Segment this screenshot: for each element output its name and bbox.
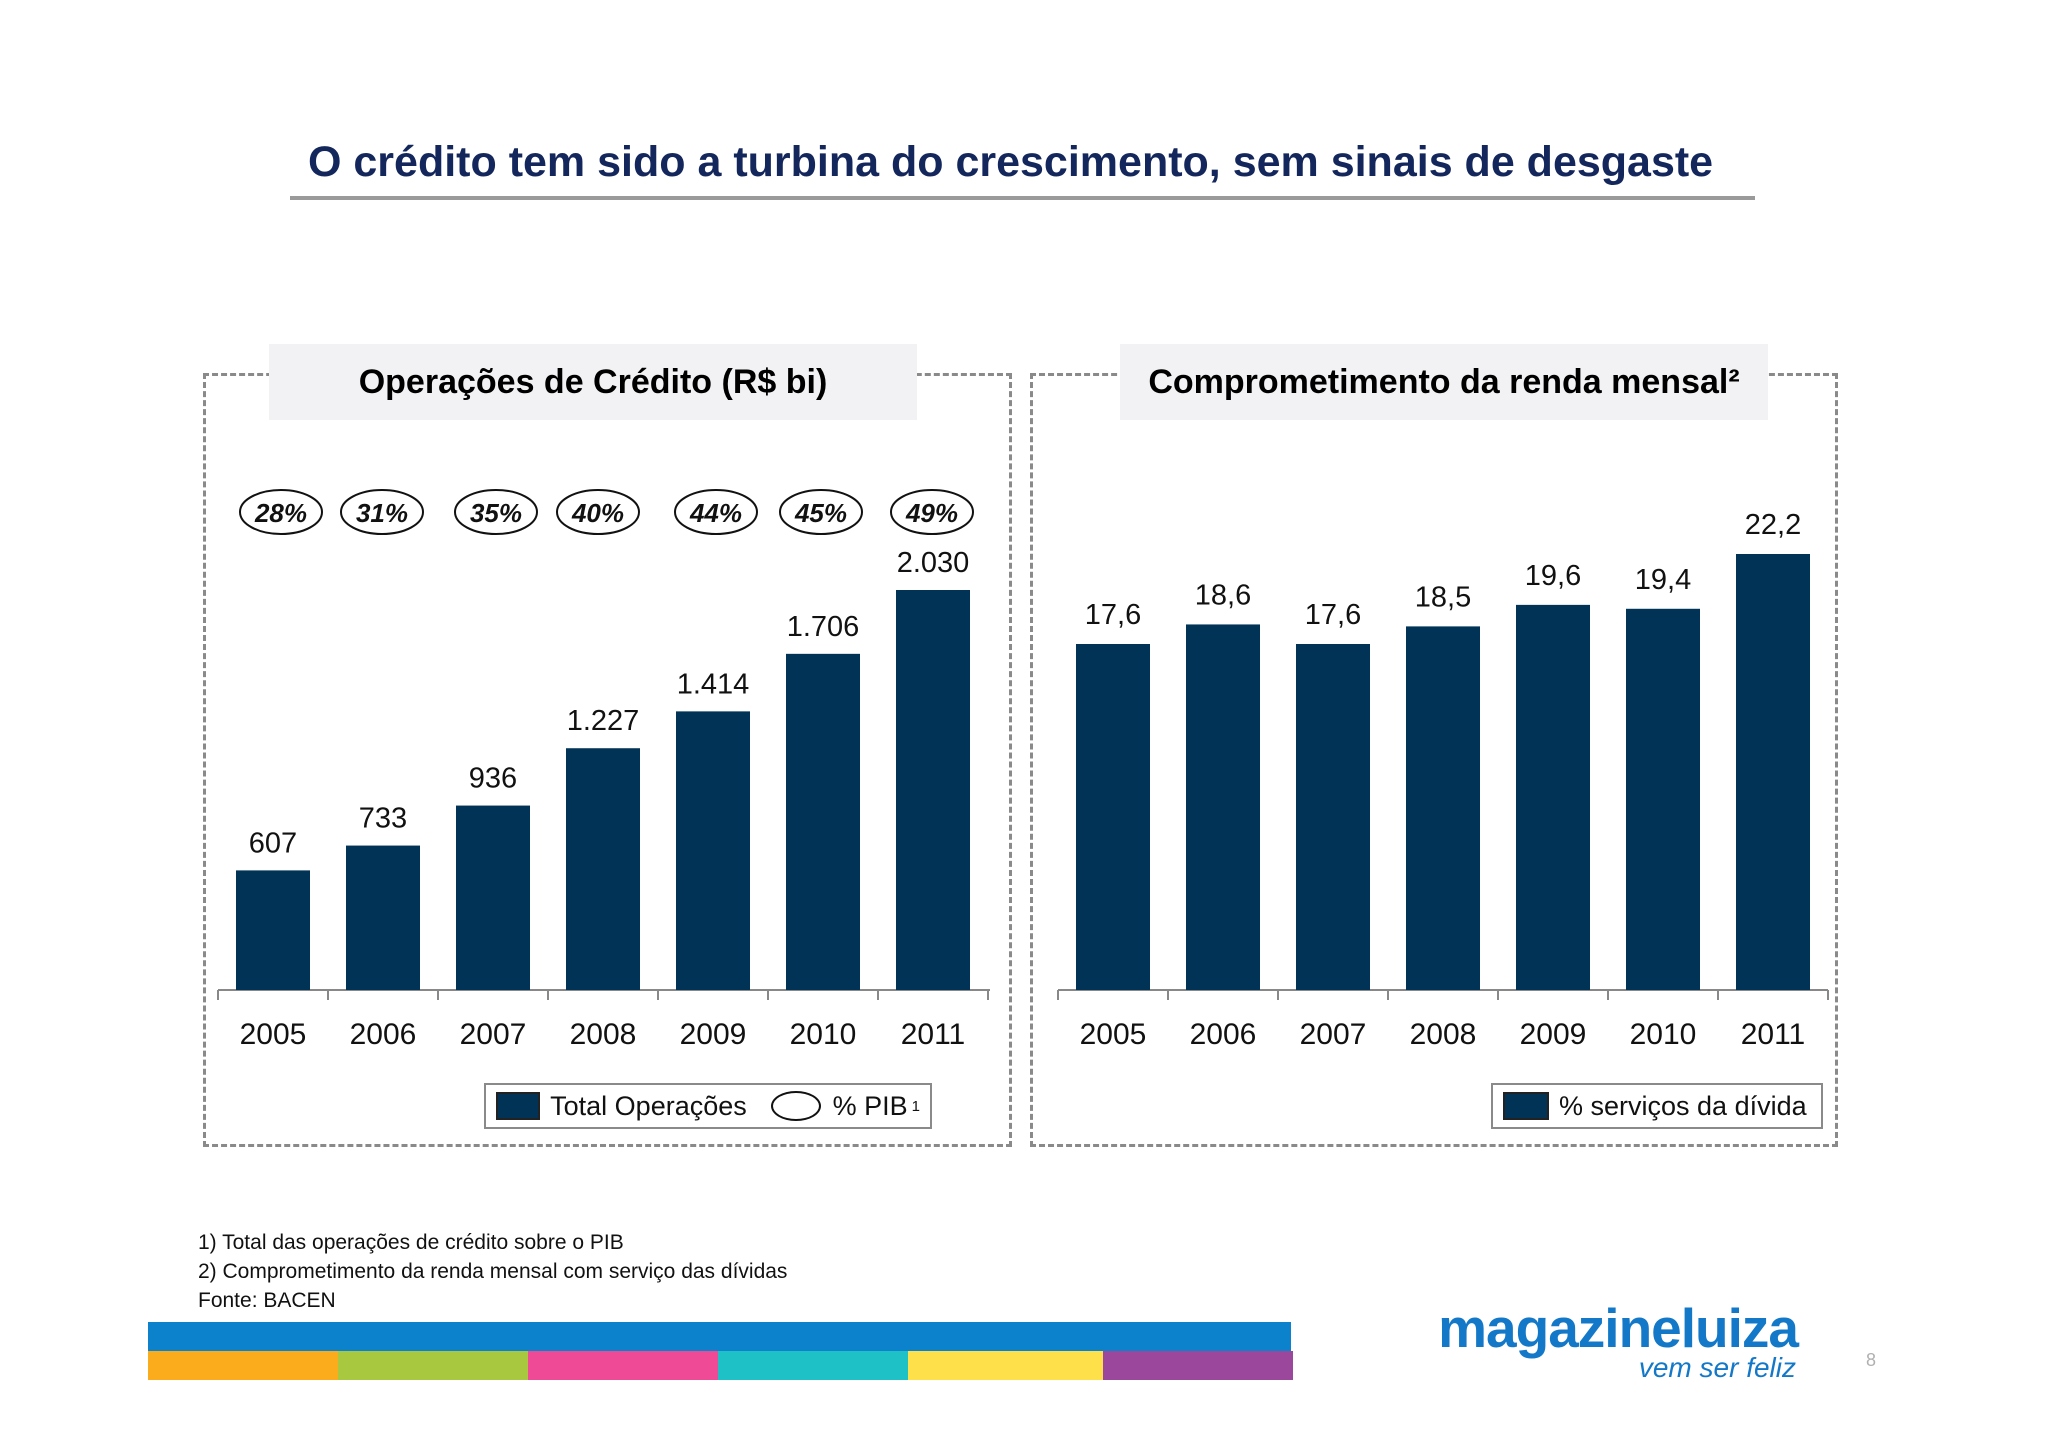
pib-label-2007: 35% xyxy=(470,498,522,528)
pib-oval-2005 xyxy=(239,489,323,535)
income-x-tick-label-2010: 2010 xyxy=(1630,1018,1697,1051)
brand-stripe-1 xyxy=(148,1351,338,1380)
footnote-1: 1) Total das operações de crédito sobre … xyxy=(198,1231,624,1254)
brand-logo: magazineluiza vem ser feliz xyxy=(1388,1297,1799,1383)
brand-color-stripes xyxy=(148,1351,1293,1380)
footnote-source: Fonte: BACEN xyxy=(198,1289,336,1312)
pib-label-2010: 45% xyxy=(794,498,847,528)
income-x-tick-label-2009: 2009 xyxy=(1520,1018,1587,1051)
credit-x-tick-label-2009: 2009 xyxy=(680,1018,747,1051)
credit-bar-2005 xyxy=(236,870,310,990)
credit-x-tick-label-2005: 2005 xyxy=(240,1018,307,1051)
credit-bar-2006 xyxy=(346,845,420,990)
pib-oval-2007 xyxy=(454,489,538,535)
credit-bar-2007 xyxy=(456,805,530,990)
legend-label-pib: % PIB xyxy=(832,1090,908,1121)
income-bar-label-2007: 17,6 xyxy=(1305,599,1361,631)
legend-bar-swatch xyxy=(1503,1092,1549,1120)
income-bar-2008 xyxy=(1406,626,1480,990)
credit-bar-2011 xyxy=(896,590,970,990)
credit-bar-label-2009: 1.414 xyxy=(677,668,750,700)
legend-label-total: Total Operações xyxy=(550,1090,747,1121)
income-bar-label-2005: 17,6 xyxy=(1085,599,1141,631)
income-bar-2010 xyxy=(1626,608,1700,990)
brand-stripe-3 xyxy=(528,1351,718,1380)
legend-footnote-ref: 1 xyxy=(911,1097,920,1115)
income-bar-2009 xyxy=(1516,604,1590,990)
income-bar-label-2009: 19,6 xyxy=(1525,560,1581,592)
pib-oval-2009 xyxy=(674,489,758,535)
footnotes: 1) Total das operações de crédito sobre … xyxy=(198,1228,787,1315)
income-bar-label-2006: 18,6 xyxy=(1195,579,1251,611)
credit-bar-label-2006: 733 xyxy=(359,803,407,835)
credit-bar-label-2007: 936 xyxy=(469,763,517,795)
credit-bar-label-2008: 1.227 xyxy=(567,705,640,737)
credit-x-tick-label-2006: 2006 xyxy=(350,1018,417,1051)
logo-tagline: vem ser feliz xyxy=(1638,1352,1796,1383)
credit-x-tick-label-2010: 2010 xyxy=(790,1018,857,1051)
credit-bar-label-2005: 607 xyxy=(249,827,297,859)
logo-wordmark: magazineluiza xyxy=(1438,1297,1799,1359)
income-bar-2005 xyxy=(1076,644,1150,990)
brand-stripe-6 xyxy=(1103,1351,1293,1380)
credit-x-tick-label-2007: 2007 xyxy=(460,1018,527,1051)
brand-stripe-5 xyxy=(908,1351,1103,1380)
brand-stripe-4 xyxy=(718,1351,908,1380)
credit-bar-label-2011: 2.030 xyxy=(897,547,970,579)
income-bar-2011 xyxy=(1736,554,1810,990)
credit-bar-2010 xyxy=(786,653,860,990)
income-x-tick-label-2011: 2011 xyxy=(1741,1018,1806,1051)
pib-oval-2008 xyxy=(556,489,640,535)
page-title: O crédito tem sido a turbina do crescime… xyxy=(308,138,1714,186)
income-x-tick-label-2005: 2005 xyxy=(1080,1018,1147,1051)
credit-x-tick-label-2011: 2011 xyxy=(901,1018,966,1051)
pib-label-2009: 44% xyxy=(689,498,742,528)
income-bar-label-2011: 22,2 xyxy=(1745,509,1801,541)
legend-label-servicos: % serviços da dívida xyxy=(1559,1090,1807,1121)
footnote-2: 2) Comprometimento da renda mensal com s… xyxy=(198,1260,788,1283)
pib-oval-2006 xyxy=(340,489,424,535)
income-chart-legend: % serviços da dívida xyxy=(1491,1083,1823,1129)
credit-chart-legend: Total Operações % PIB 1 xyxy=(484,1083,932,1129)
income-bar-label-2010: 19,4 xyxy=(1635,564,1691,596)
income-bar-2006 xyxy=(1186,624,1260,990)
legend-oval-swatch xyxy=(770,1091,821,1121)
credit-bar-2008 xyxy=(566,748,640,990)
income-chart-title: Comprometimento da renda mensal² xyxy=(1120,344,1768,420)
pib-label-2005: 28% xyxy=(254,498,307,528)
brand-stripe-blue xyxy=(148,1322,1291,1351)
pib-oval-2011 xyxy=(890,489,974,535)
credit-chart-title: Operações de Crédito (R$ bi) xyxy=(269,344,917,420)
legend-bar-swatch xyxy=(496,1092,541,1120)
pib-oval-2010 xyxy=(779,489,863,535)
income-bar-2007 xyxy=(1296,644,1370,990)
pib-label-2008: 40% xyxy=(571,498,624,528)
brand-stripe-2 xyxy=(338,1351,528,1380)
title-divider xyxy=(290,196,1755,200)
credit-bar-label-2010: 1.706 xyxy=(787,611,860,643)
credit-bar-2009 xyxy=(676,711,750,990)
pib-label-2011: 49% xyxy=(905,498,958,528)
credit-x-tick-label-2008: 2008 xyxy=(570,1018,637,1051)
income-x-tick-label-2007: 2007 xyxy=(1300,1018,1367,1051)
income-x-tick-label-2008: 2008 xyxy=(1410,1018,1477,1051)
pib-label-2006: 31% xyxy=(356,498,408,528)
income-bar-label-2008: 18,5 xyxy=(1415,581,1471,613)
income-x-tick-label-2006: 2006 xyxy=(1190,1018,1257,1051)
page-number: 8 xyxy=(1866,1350,1877,1370)
